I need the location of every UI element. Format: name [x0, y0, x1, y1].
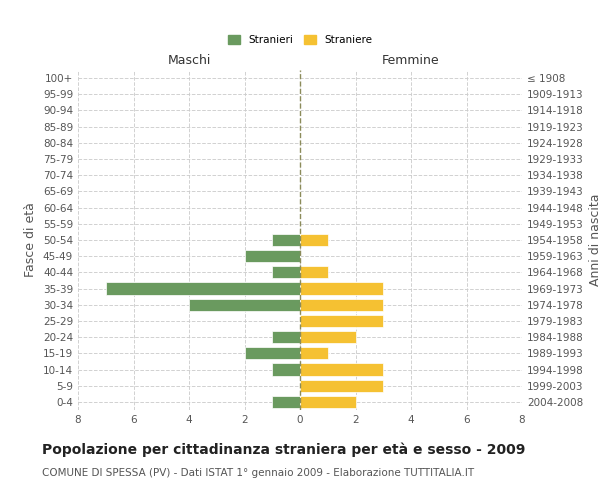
Y-axis label: Anni di nascita: Anni di nascita: [589, 194, 600, 286]
Bar: [300, 315, 383, 327]
Bar: [272, 234, 300, 246]
Bar: [272, 331, 300, 343]
Bar: [300, 266, 328, 278]
Bar: [245, 250, 300, 262]
Text: Popolazione per cittadinanza straniera per età e sesso - 2009: Popolazione per cittadinanza straniera p…: [42, 442, 526, 457]
Text: COMUNE DI SPESSA (PV) - Dati ISTAT 1° gennaio 2009 - Elaborazione TUTTITALIA.IT: COMUNE DI SPESSA (PV) - Dati ISTAT 1° ge…: [42, 468, 474, 477]
Bar: [300, 282, 383, 294]
Bar: [106, 282, 300, 294]
Bar: [272, 396, 300, 408]
Bar: [189, 298, 300, 311]
Bar: [300, 348, 328, 360]
Legend: Stranieri, Straniere: Stranieri, Straniere: [223, 31, 377, 50]
Bar: [272, 364, 300, 376]
Bar: [272, 266, 300, 278]
Text: Maschi: Maschi: [167, 54, 211, 67]
Bar: [300, 396, 355, 408]
Bar: [300, 298, 383, 311]
Bar: [245, 348, 300, 360]
Bar: [300, 380, 383, 392]
Text: Femmine: Femmine: [382, 54, 440, 67]
Bar: [300, 331, 355, 343]
Bar: [300, 364, 383, 376]
Y-axis label: Fasce di età: Fasce di età: [25, 202, 37, 278]
Bar: [300, 234, 328, 246]
